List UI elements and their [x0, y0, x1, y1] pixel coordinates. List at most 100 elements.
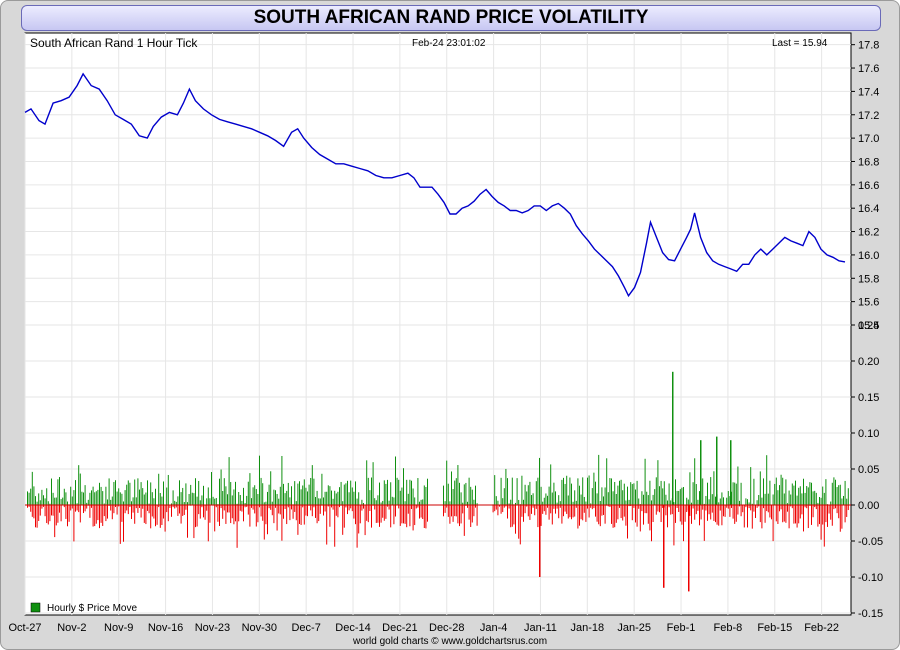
up-bar: [363, 503, 364, 505]
down-bar: [231, 505, 233, 519]
up-bar: [449, 501, 451, 505]
down-bar: [334, 505, 336, 547]
down-bar: [271, 505, 273, 516]
up-bar: [425, 486, 427, 505]
up-bar: [267, 491, 268, 505]
down-bar: [270, 505, 272, 510]
up-bar: [92, 486, 94, 505]
down-bar: [401, 505, 403, 524]
up-bar: [596, 493, 598, 505]
up-bar: [129, 482, 131, 505]
up-bar: [623, 483, 625, 505]
down-bar: [319, 505, 321, 514]
up-bar: [593, 472, 595, 505]
down-bar: [830, 505, 832, 520]
up-bar: [695, 484, 697, 505]
up-bar: [316, 490, 318, 505]
down-bar: [273, 505, 275, 524]
down-bar: [718, 505, 720, 526]
down-bar: [78, 505, 80, 513]
down-bar: [164, 505, 166, 532]
x-tick-label: Feb-1: [667, 622, 696, 634]
down-bar: [230, 505, 232, 524]
up-bar: [518, 499, 520, 505]
up-bar: [94, 492, 96, 505]
up-bar: [697, 499, 699, 505]
down-bar: [817, 505, 819, 527]
down-bar: [457, 505, 459, 524]
down-bar: [195, 505, 196, 528]
down-bar: [534, 505, 536, 516]
down-bar: [43, 505, 44, 507]
down-bar: [193, 505, 195, 539]
down-bar: [177, 505, 179, 516]
down-bar: [443, 505, 444, 517]
down-bar: [542, 505, 544, 514]
down-bar: [161, 505, 163, 525]
y-tick-label: 16.8: [858, 156, 879, 168]
down-bar: [406, 505, 408, 528]
down-bar: [283, 505, 284, 519]
up-bar: [260, 477, 262, 505]
up-bar: [353, 491, 355, 505]
down-bar: [507, 505, 508, 519]
up-bar: [63, 488, 65, 505]
down-bar: [767, 505, 769, 513]
down-bar: [449, 505, 451, 524]
up-bar: [542, 501, 544, 505]
up-bar: [179, 480, 180, 505]
up-bar: [60, 499, 62, 505]
up-bar: [630, 482, 632, 505]
up-bar: [259, 455, 260, 505]
down-bar: [73, 505, 75, 542]
volatility-panel: [24, 324, 852, 616]
up-bar: [409, 479, 411, 505]
last-price: Last = 15.94: [772, 38, 828, 49]
down-bar: [382, 505, 384, 518]
down-bar: [385, 505, 387, 519]
x-tick-label: Dec-14: [335, 622, 370, 634]
down-bar: [558, 505, 560, 519]
up-bar: [662, 488, 664, 505]
down-bar: [239, 505, 241, 511]
down-bar: [379, 505, 380, 527]
up-bar: [599, 500, 601, 505]
down-bar: [393, 505, 395, 525]
up-bar: [647, 495, 649, 505]
notable-bar: [716, 436, 718, 505]
up-bar: [617, 485, 619, 505]
down-bar: [299, 505, 300, 524]
down-bar: [153, 505, 155, 519]
up-bar: [36, 501, 38, 505]
down-bar: [811, 505, 812, 525]
down-bar: [49, 505, 51, 522]
up-bar: [782, 477, 784, 505]
down-bar: [100, 505, 102, 523]
up-bar: [223, 478, 225, 505]
up-bar: [159, 493, 161, 505]
up-bar: [545, 493, 547, 505]
up-bar: [825, 479, 827, 505]
up-bar: [190, 484, 192, 505]
down-bar: [651, 505, 652, 542]
up-bar: [222, 490, 224, 505]
up-bar: [79, 473, 81, 505]
down-bar: [201, 505, 203, 508]
up-bar: [532, 493, 534, 505]
down-bar: [689, 505, 691, 516]
up-bar: [559, 501, 561, 505]
down-bar: [263, 505, 265, 540]
down-bar: [159, 505, 161, 528]
up-bar: [335, 493, 337, 505]
down-bar: [683, 505, 684, 542]
y-tick-label: -0.15: [858, 608, 883, 620]
down-bar: [388, 505, 390, 510]
y-tick-label: 17.4: [858, 86, 879, 98]
up-bar: [761, 497, 763, 505]
down-bar: [123, 505, 124, 542]
up-bar: [188, 493, 190, 505]
up-bar: [47, 501, 49, 505]
down-bar: [827, 505, 828, 527]
down-bar: [599, 505, 601, 527]
y-tick-label: 15.4: [858, 320, 879, 332]
